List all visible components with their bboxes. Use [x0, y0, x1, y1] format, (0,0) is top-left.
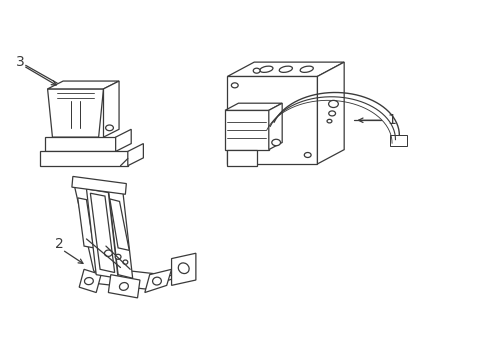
Ellipse shape	[259, 66, 272, 72]
Polygon shape	[317, 62, 344, 164]
Ellipse shape	[122, 260, 127, 264]
Text: 2: 2	[55, 237, 63, 251]
Ellipse shape	[84, 278, 93, 285]
Polygon shape	[110, 199, 129, 250]
Polygon shape	[86, 189, 118, 278]
Polygon shape	[116, 129, 131, 152]
Polygon shape	[40, 152, 127, 166]
Polygon shape	[227, 62, 344, 76]
Polygon shape	[103, 81, 119, 137]
Circle shape	[328, 111, 335, 116]
Ellipse shape	[115, 254, 121, 259]
Polygon shape	[81, 269, 179, 289]
Polygon shape	[47, 89, 103, 137]
Polygon shape	[78, 198, 94, 248]
Circle shape	[105, 125, 113, 131]
Polygon shape	[79, 269, 101, 293]
Polygon shape	[45, 137, 116, 152]
Polygon shape	[108, 189, 132, 278]
Polygon shape	[224, 103, 282, 111]
Polygon shape	[171, 253, 196, 285]
Polygon shape	[144, 269, 171, 293]
Polygon shape	[227, 150, 256, 166]
Polygon shape	[72, 176, 126, 194]
Ellipse shape	[104, 250, 112, 256]
Circle shape	[304, 153, 310, 157]
Circle shape	[253, 68, 260, 73]
Ellipse shape	[119, 283, 128, 290]
Polygon shape	[227, 76, 317, 164]
Text: 1: 1	[386, 113, 395, 127]
Polygon shape	[127, 144, 143, 166]
Text: 3: 3	[16, 55, 25, 69]
Ellipse shape	[178, 263, 189, 274]
Polygon shape	[74, 185, 108, 275]
Polygon shape	[389, 135, 406, 146]
Circle shape	[231, 153, 238, 157]
Polygon shape	[47, 81, 119, 89]
Polygon shape	[268, 103, 282, 150]
Polygon shape	[90, 193, 115, 273]
Circle shape	[328, 100, 338, 108]
Polygon shape	[224, 111, 268, 150]
Circle shape	[326, 120, 331, 123]
Ellipse shape	[300, 66, 313, 72]
Polygon shape	[108, 275, 140, 298]
Circle shape	[271, 139, 280, 146]
Circle shape	[231, 83, 238, 88]
Ellipse shape	[152, 277, 161, 285]
Ellipse shape	[279, 66, 292, 72]
